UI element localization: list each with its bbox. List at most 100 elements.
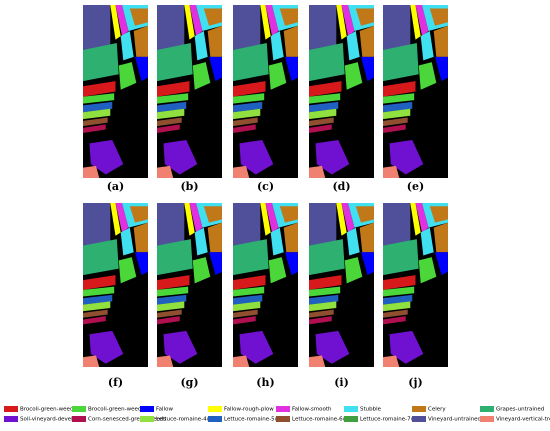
map-region bbox=[157, 81, 190, 97]
map-region bbox=[383, 165, 400, 178]
map-region bbox=[336, 203, 347, 236]
map-region bbox=[389, 139, 424, 175]
map-region bbox=[135, 252, 148, 276]
map-region bbox=[239, 139, 274, 175]
map-region bbox=[346, 30, 360, 61]
map-region bbox=[89, 139, 124, 175]
map-region bbox=[383, 316, 406, 325]
map-region bbox=[157, 5, 185, 50]
legend-swatch bbox=[344, 406, 358, 412]
map-region bbox=[83, 286, 115, 297]
map-region bbox=[233, 275, 266, 290]
map-region bbox=[429, 206, 448, 223]
map-region bbox=[233, 108, 261, 120]
map-region bbox=[233, 93, 265, 104]
map-region bbox=[194, 227, 208, 256]
map-region bbox=[309, 275, 342, 290]
map-region bbox=[309, 81, 342, 97]
map-region bbox=[383, 239, 419, 276]
map-region bbox=[418, 257, 437, 284]
legend-label: Vineyard-untrained bbox=[428, 417, 481, 423]
map-region bbox=[83, 5, 111, 50]
map-region bbox=[344, 62, 363, 90]
map-region bbox=[279, 206, 298, 223]
map-region bbox=[268, 62, 287, 90]
map-region bbox=[203, 8, 222, 26]
map-region bbox=[420, 30, 434, 61]
map-region bbox=[233, 124, 256, 134]
map-region bbox=[355, 206, 374, 223]
map-region bbox=[157, 124, 180, 134]
legend-label: Lettuce-romaine-4wk bbox=[156, 417, 215, 423]
map-region bbox=[309, 203, 337, 246]
map-region bbox=[83, 165, 100, 178]
map-region bbox=[285, 56, 298, 82]
panel-label: (h) bbox=[256, 376, 274, 389]
map-region bbox=[233, 316, 256, 325]
legend-label: Vineyard-vertical-trellis bbox=[496, 417, 550, 423]
map-region bbox=[110, 5, 121, 40]
classification-map bbox=[309, 5, 374, 178]
map-region bbox=[309, 124, 332, 134]
map-region bbox=[344, 257, 363, 284]
classification-map bbox=[309, 203, 374, 367]
map-region bbox=[203, 206, 222, 223]
map-region bbox=[83, 294, 113, 305]
map-region bbox=[383, 43, 419, 82]
map-region bbox=[283, 222, 298, 253]
map-region bbox=[194, 30, 208, 61]
map-region bbox=[233, 43, 269, 82]
map-region bbox=[309, 301, 337, 312]
legend-label: Corn-senesced-green-weeds bbox=[88, 417, 166, 423]
legend-swatch bbox=[72, 416, 86, 422]
map-region bbox=[120, 227, 134, 256]
map-region bbox=[270, 227, 284, 256]
map-region bbox=[355, 8, 374, 26]
map-region bbox=[110, 203, 121, 236]
classification-map bbox=[83, 5, 148, 178]
legend-swatch bbox=[140, 416, 154, 422]
map-region bbox=[260, 5, 271, 40]
classification-map bbox=[83, 203, 148, 367]
map-region bbox=[435, 252, 448, 276]
map-region bbox=[133, 222, 148, 253]
legend-label: Fallow bbox=[156, 407, 173, 413]
map-region bbox=[233, 165, 250, 178]
panel-label: (c) bbox=[257, 180, 274, 193]
legend-swatch bbox=[480, 406, 494, 412]
map-region bbox=[83, 93, 115, 104]
map-region bbox=[233, 117, 258, 127]
map-region bbox=[383, 124, 406, 134]
map-region bbox=[209, 252, 222, 276]
map-region bbox=[209, 56, 222, 82]
map-region bbox=[233, 203, 261, 246]
map-region bbox=[89, 330, 124, 364]
map-region bbox=[361, 252, 374, 276]
map-region bbox=[83, 309, 108, 318]
map-region bbox=[265, 203, 279, 233]
legend-swatch bbox=[4, 416, 18, 422]
panel-label: (a) bbox=[107, 180, 125, 193]
panel-label: (g) bbox=[180, 376, 198, 389]
map-region bbox=[233, 81, 266, 97]
map-region bbox=[115, 203, 129, 233]
map-region bbox=[265, 5, 279, 37]
map-region bbox=[260, 203, 271, 236]
legend-label: Lettuce-romaine-7wk bbox=[360, 417, 419, 423]
map-region bbox=[433, 222, 448, 253]
classification-map bbox=[233, 5, 298, 178]
map-region bbox=[389, 330, 424, 364]
map-region bbox=[383, 93, 415, 104]
legend-label: Fallow-rough-plow bbox=[224, 407, 274, 413]
legend-swatch bbox=[276, 416, 290, 422]
map-region bbox=[361, 56, 374, 82]
map-region bbox=[157, 117, 182, 127]
map-region bbox=[157, 93, 189, 104]
map-region bbox=[233, 301, 261, 312]
legend-swatch bbox=[412, 406, 426, 412]
map-region bbox=[233, 309, 258, 318]
map-region bbox=[383, 275, 416, 290]
map-region bbox=[135, 56, 148, 82]
map-region bbox=[233, 294, 263, 305]
map-region bbox=[309, 43, 345, 82]
